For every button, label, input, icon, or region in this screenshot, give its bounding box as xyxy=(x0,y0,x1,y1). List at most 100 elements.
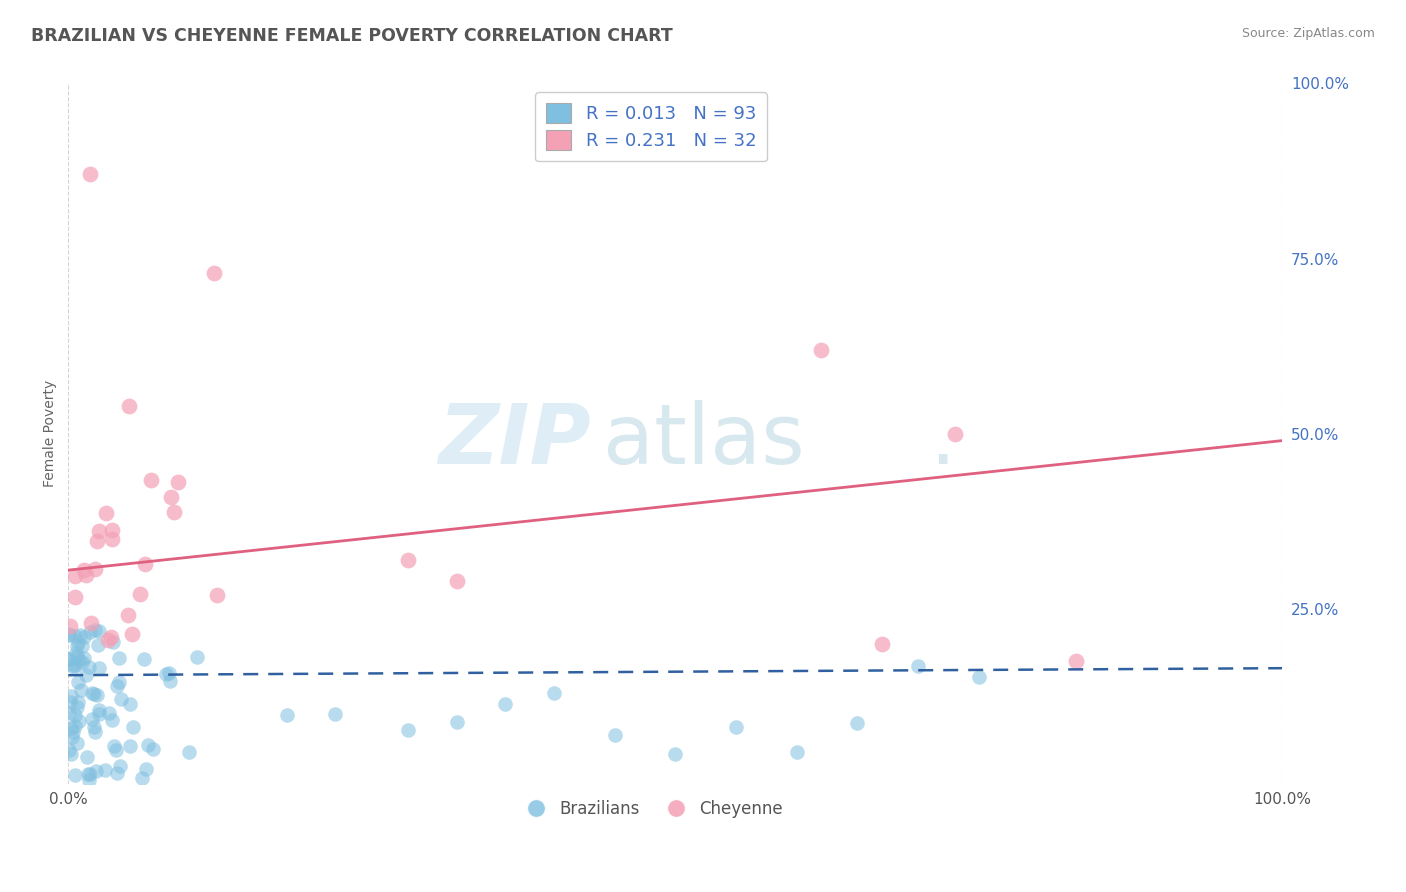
Point xyxy=(134,557,156,571)
Point xyxy=(118,399,141,413)
Point xyxy=(77,767,100,781)
Point xyxy=(103,739,125,753)
Text: BRAZILIAN VS CHEYENNE FEMALE POVERTY CORRELATION CHART: BRAZILIAN VS CHEYENNE FEMALE POVERTY COR… xyxy=(31,27,672,45)
Point xyxy=(70,683,93,698)
Point xyxy=(89,661,111,675)
Point xyxy=(84,562,107,576)
Point xyxy=(108,759,131,773)
Point xyxy=(60,730,83,744)
Point xyxy=(101,713,124,727)
Point xyxy=(63,719,86,733)
Point xyxy=(603,728,626,742)
Point xyxy=(494,697,516,711)
Point xyxy=(70,639,93,653)
Point xyxy=(120,697,142,711)
Point xyxy=(325,707,347,722)
Point xyxy=(69,628,91,642)
Point xyxy=(202,266,225,280)
Point xyxy=(89,706,111,721)
Point xyxy=(67,653,90,667)
Point xyxy=(83,725,105,739)
Point xyxy=(59,747,82,762)
Text: atlas: atlas xyxy=(603,401,804,481)
Point xyxy=(120,739,142,753)
Point xyxy=(86,534,108,549)
Point xyxy=(87,638,110,652)
Point xyxy=(75,668,97,682)
Point xyxy=(58,626,80,640)
Point xyxy=(163,505,186,519)
Point xyxy=(65,707,87,722)
Point xyxy=(58,652,80,666)
Point xyxy=(136,739,159,753)
Point xyxy=(121,720,143,734)
Point xyxy=(63,590,86,604)
Point xyxy=(73,630,96,644)
Point xyxy=(89,524,111,538)
Point xyxy=(70,655,93,669)
Point xyxy=(84,764,107,778)
Y-axis label: Female Poverty: Female Poverty xyxy=(44,380,58,487)
Point xyxy=(67,714,90,728)
Text: ZIP: ZIP xyxy=(437,401,591,481)
Point xyxy=(66,649,89,664)
Point xyxy=(87,703,110,717)
Text: Source: ZipAtlas.com: Source: ZipAtlas.com xyxy=(1241,27,1375,40)
Point xyxy=(207,588,229,602)
Point xyxy=(100,630,122,644)
Point xyxy=(141,473,163,487)
Point xyxy=(907,659,929,673)
Point xyxy=(73,651,96,665)
Point xyxy=(83,720,105,734)
Point xyxy=(160,490,183,504)
Point xyxy=(870,637,893,651)
Point xyxy=(396,552,419,566)
Point xyxy=(82,712,104,726)
Point xyxy=(135,763,157,777)
Point xyxy=(58,628,80,642)
Point xyxy=(101,532,124,546)
Point xyxy=(73,563,96,577)
Point xyxy=(121,627,143,641)
Point xyxy=(79,767,101,781)
Point xyxy=(134,652,156,666)
Point xyxy=(396,723,419,737)
Point xyxy=(159,673,181,688)
Point xyxy=(79,624,101,639)
Point xyxy=(446,574,468,588)
Point xyxy=(60,721,83,735)
Point xyxy=(276,707,298,722)
Point xyxy=(543,686,565,700)
Point xyxy=(664,747,686,761)
Point xyxy=(66,695,89,709)
Point xyxy=(62,658,84,673)
Point xyxy=(97,633,120,648)
Point xyxy=(96,506,118,520)
Point xyxy=(65,646,87,660)
Point xyxy=(80,616,103,631)
Point xyxy=(446,714,468,729)
Point xyxy=(967,670,990,684)
Point xyxy=(101,524,124,538)
Point xyxy=(66,736,89,750)
Legend: Brazilians, Cheyenne: Brazilians, Cheyenne xyxy=(512,793,790,824)
Point xyxy=(186,649,208,664)
Point xyxy=(77,660,100,674)
Point xyxy=(179,745,201,759)
Point xyxy=(110,692,132,706)
Point xyxy=(62,725,84,739)
Point xyxy=(62,659,84,673)
Point xyxy=(63,568,86,582)
Point xyxy=(117,607,139,622)
Point xyxy=(79,168,101,182)
Point xyxy=(66,639,89,653)
Point xyxy=(131,771,153,785)
Point xyxy=(59,619,82,633)
Point xyxy=(105,743,128,757)
Point xyxy=(105,679,128,693)
Point xyxy=(1064,654,1087,668)
Point xyxy=(786,745,808,759)
Point xyxy=(86,688,108,702)
Point xyxy=(82,685,104,699)
Point xyxy=(167,475,190,489)
